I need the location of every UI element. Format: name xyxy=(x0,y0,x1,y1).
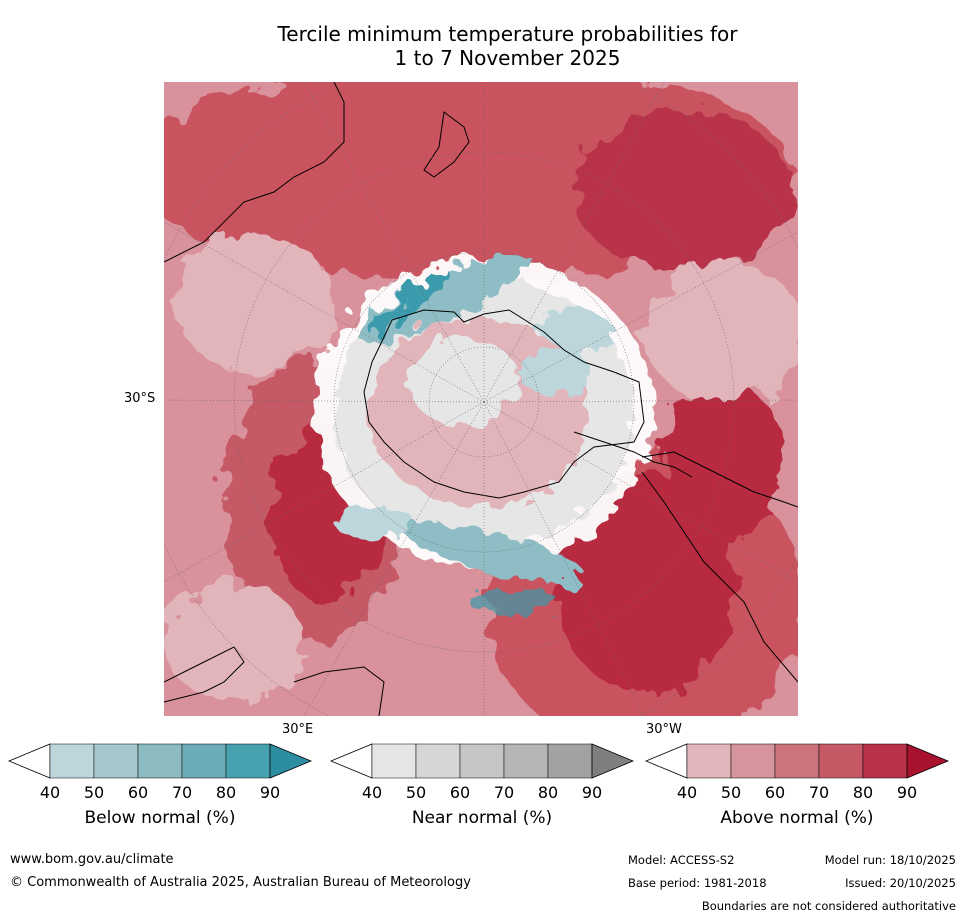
colorbar-segment xyxy=(49,743,95,779)
copyright-text: © Commonwealth of Australia 2025, Austra… xyxy=(10,875,471,890)
colorbar-tick-label: 70 xyxy=(493,783,515,802)
colorbar-segment xyxy=(547,743,593,779)
cool-patch-south xyxy=(469,588,559,616)
south-america-interior xyxy=(641,471,798,683)
colorbar-tick-label: 50 xyxy=(405,783,427,802)
colorbar-above-label: Above normal (%) xyxy=(720,808,874,828)
model-text: Model: ACCESS-S2 xyxy=(628,853,735,867)
colorbar-segment xyxy=(371,743,417,779)
colorbar-extend-low xyxy=(8,743,51,779)
antarctica-near-normal xyxy=(409,337,519,427)
colorbar-below-swatches xyxy=(8,743,312,779)
graticule xyxy=(164,82,798,716)
colorbar-tick-label: 50 xyxy=(720,783,742,802)
south-africa-coastline xyxy=(293,666,385,716)
colorbar-segment xyxy=(686,743,732,779)
model-run-text: Model run: 18/10/2025 xyxy=(824,853,956,867)
cool-patch-sw xyxy=(334,504,414,540)
colorbar-tick-label: 90 xyxy=(896,783,918,802)
colorbar-tick-label: 40 xyxy=(361,783,383,802)
colorbar-segment xyxy=(137,743,183,779)
colorbar-segment xyxy=(415,743,461,779)
south-america-coastline xyxy=(641,451,798,508)
colorbar-segment xyxy=(730,743,776,779)
latitude-label: 30°S xyxy=(124,391,156,406)
africa-coastline xyxy=(164,646,245,703)
website-link[interactable]: www.bom.gov.au/climate xyxy=(10,852,174,867)
colorbar-tick-label: 80 xyxy=(537,783,559,802)
colorbar-segment xyxy=(93,743,139,779)
colorbar-tick-label: 50 xyxy=(83,783,105,802)
colorbar-tick-label: 80 xyxy=(852,783,874,802)
light-warm-nw xyxy=(174,232,334,372)
light-warm-sw xyxy=(164,582,304,702)
colorbar-segment xyxy=(225,743,271,779)
warm-region-northeast xyxy=(574,112,794,272)
colorbar-segment xyxy=(459,743,505,779)
colorbar-tick-label: 60 xyxy=(127,783,149,802)
colorbar-tick-label: 80 xyxy=(215,783,237,802)
new-zealand-coastline xyxy=(423,111,470,178)
disclaimer-text: Boundaries are not considered authoritat… xyxy=(701,899,956,913)
antarctica-coastline xyxy=(363,309,645,499)
issued-text: Issued: 20/10/2025 xyxy=(845,876,956,890)
colorbar-below-label: Below normal (%) xyxy=(84,808,236,828)
title-line-1: Tercile minimum temperature probabilitie… xyxy=(277,22,738,46)
colorbar-tick-label: 70 xyxy=(171,783,193,802)
colorbar-segment xyxy=(774,743,820,779)
colorbar-near-swatches xyxy=(330,743,634,779)
australia-coastline xyxy=(164,82,345,263)
colorbar-tick-label: 60 xyxy=(764,783,786,802)
colorbar-tick-label: 40 xyxy=(676,783,698,802)
colorbar-tick-label: 60 xyxy=(449,783,471,802)
longitude-label-east: 30°E xyxy=(282,722,314,737)
map-canvas xyxy=(164,82,798,716)
longitude-label-west: 30°W xyxy=(646,722,682,737)
colorbar-segment xyxy=(503,743,549,779)
colorbar-extend-low xyxy=(330,743,373,779)
title-line-2: 1 to 7 November 2025 xyxy=(394,46,621,70)
warm-core-east xyxy=(664,382,784,542)
colorbar-tick-label: 40 xyxy=(39,783,61,802)
colorbar-above-swatches xyxy=(645,743,949,779)
cool-band-south xyxy=(402,520,586,584)
colorbar-extend-low xyxy=(645,743,688,779)
colorbar-segment xyxy=(181,743,227,779)
map-title: Tercile minimum temperature probabilitie… xyxy=(0,22,965,70)
antarctica-cool xyxy=(519,347,589,397)
colorbar-extend-high xyxy=(906,743,949,779)
cool-band-dark xyxy=(370,268,448,336)
colorbar-tick-label: 90 xyxy=(259,783,281,802)
colorbar-segment xyxy=(862,743,908,779)
colorbar-tick-label: 70 xyxy=(808,783,830,802)
colorbar-segment xyxy=(818,743,864,779)
colorbar-extend-high xyxy=(269,743,312,779)
colorbar-near-label: Near normal (%) xyxy=(411,808,553,828)
forecast-map xyxy=(164,82,798,716)
colorbar-tick-label: 90 xyxy=(581,783,603,802)
colorbar-extend-high xyxy=(591,743,634,779)
base-period-text: Base period: 1981-2018 xyxy=(628,876,767,890)
light-warm-east xyxy=(644,262,798,402)
warm-core-southeast xyxy=(554,472,734,692)
